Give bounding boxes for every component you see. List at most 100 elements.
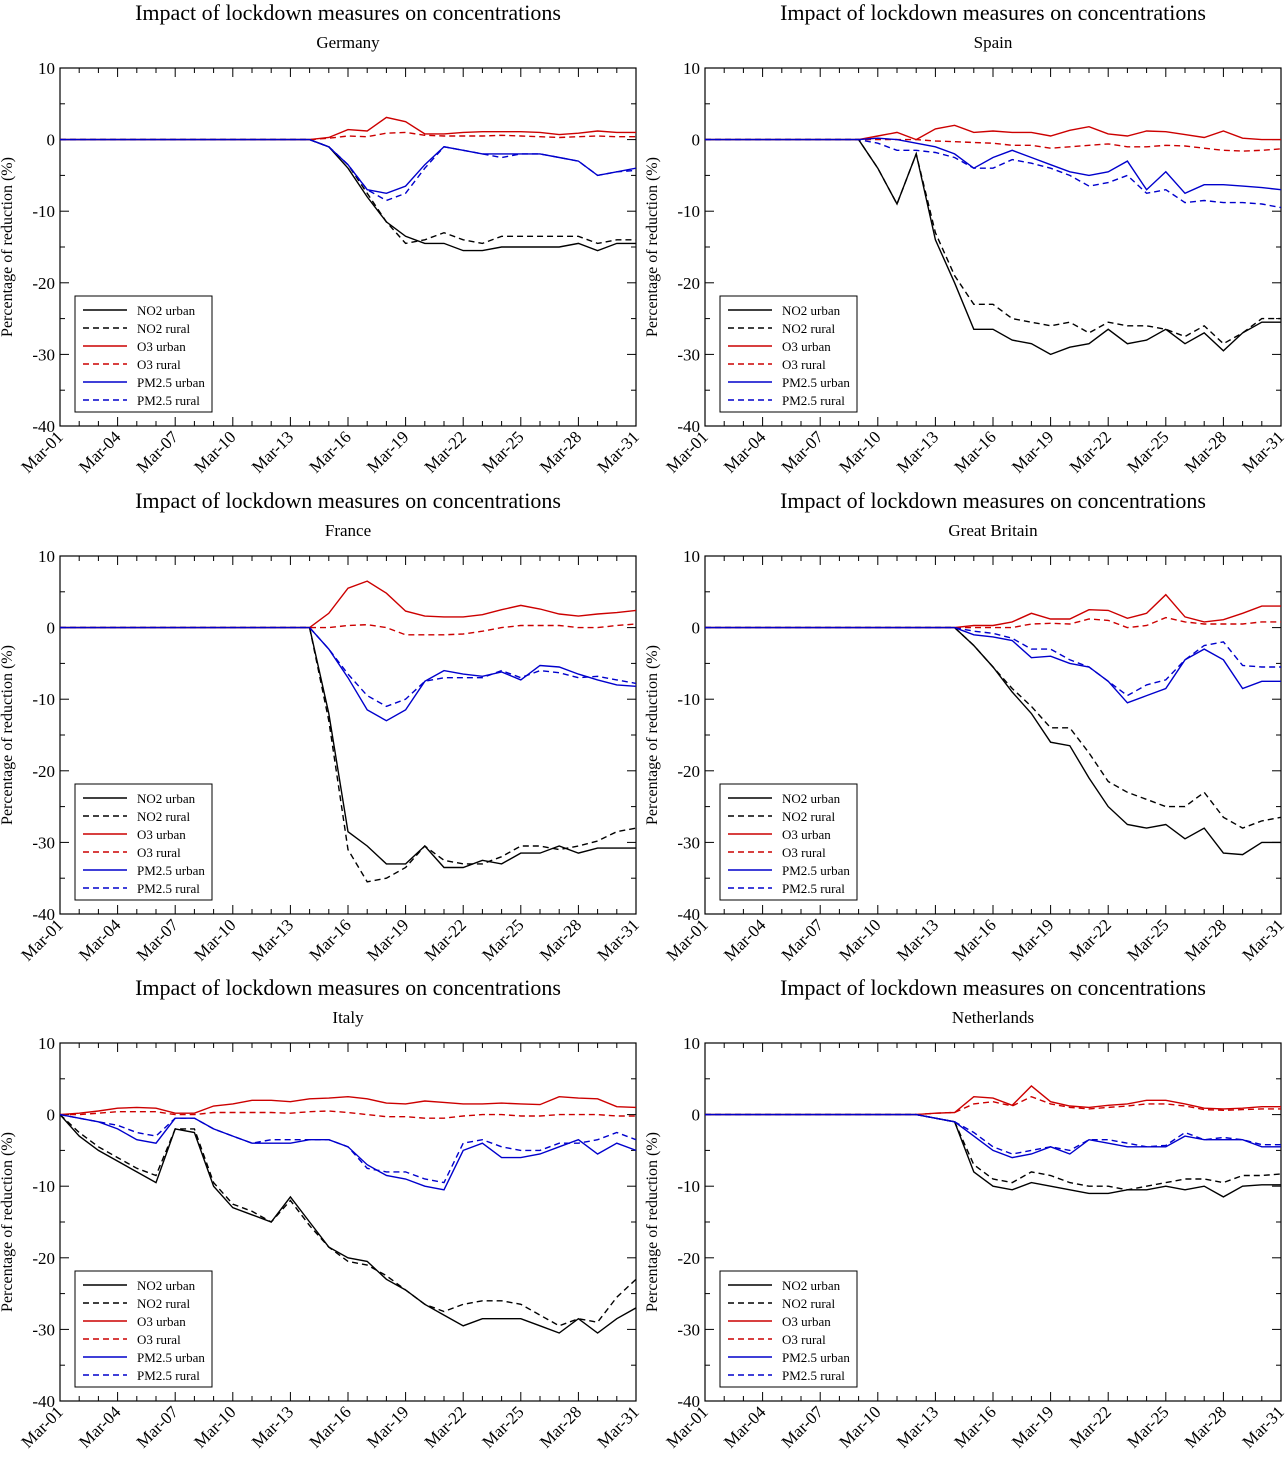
- chart-panel-3: Impact of lockdown measures on concentra…: [644, 488, 1288, 965]
- series-line-o3-rural: [705, 138, 1281, 152]
- legend-label: PM2.5 urban: [137, 863, 205, 878]
- x-tick-label: Mar-31: [1239, 1402, 1288, 1451]
- legend-label: NO2 urban: [137, 791, 196, 806]
- legend-label: NO2 urban: [137, 303, 196, 318]
- legend-label: PM2.5 rural: [782, 1368, 845, 1383]
- series-line-o3-rural: [705, 1095, 1281, 1116]
- x-tick-label: Mar-28: [536, 427, 585, 476]
- y-tick-label: -20: [32, 1249, 55, 1268]
- series-line-no2-urban: [60, 1114, 636, 1334]
- series-line-no2-rural: [705, 138, 1281, 345]
- chart-title: Impact of lockdown measures on concentra…: [135, 488, 561, 513]
- x-tick-label: Mar-25: [478, 427, 527, 476]
- x-tick-label: Mar-07: [778, 1402, 828, 1452]
- y-tick-label: -20: [32, 274, 55, 293]
- legend-label: PM2.5 urban: [137, 1350, 205, 1365]
- legend-box: [74, 1270, 213, 1388]
- legend-label: O3 rural: [782, 1332, 826, 1347]
- legend-label: O3 urban: [137, 339, 186, 354]
- series-line-pm2-5-rural: [705, 626, 1281, 697]
- chart-subtitle: Germany: [316, 33, 380, 52]
- chart-title: Impact of lockdown measures on concentra…: [780, 975, 1206, 1000]
- x-tick-label: Mar-16: [951, 427, 1000, 476]
- y-tick-label: -40: [32, 1392, 55, 1411]
- chart-panel-1: Impact of lockdown measures on concentra…: [644, 0, 1288, 477]
- legend-box: [719, 295, 858, 413]
- y-tick-label: 0: [47, 131, 56, 150]
- series-line-pm2-5-urban: [60, 626, 636, 722]
- chart-title: Impact of lockdown measures on concentra…: [780, 488, 1206, 513]
- legend-box: [719, 1270, 858, 1388]
- y-tick-label: 10: [38, 59, 55, 78]
- series-line-o3-rural: [60, 623, 636, 636]
- y-tick-label: -10: [677, 690, 700, 709]
- x-tick-label: Mar-25: [478, 1402, 527, 1451]
- legend-label: NO2 rural: [137, 1296, 190, 1311]
- legend: NO2 urban NO2 rural O3 urban O3 rural PM2.5 …: [719, 783, 858, 901]
- series-line-pm2-5-rural: [60, 138, 636, 202]
- legend: NO2 urban NO2 rural O3 urban O3 rural PM2.5 …: [74, 1270, 213, 1388]
- y-tick-label: -10: [32, 202, 55, 221]
- y-tick-label: -10: [677, 1177, 700, 1196]
- y-tick-label: -30: [677, 345, 700, 364]
- x-tick-label: Mar-04: [75, 427, 125, 477]
- x-tick-label: Mar-13: [893, 427, 942, 476]
- chart-subtitle: Great Britain: [948, 521, 1038, 540]
- y-tick-label: 10: [38, 1034, 55, 1053]
- x-tick-label: Mar-16: [951, 915, 1000, 964]
- x-tick-label: Mar-04: [720, 427, 770, 477]
- legend-box: [719, 783, 858, 901]
- x-tick-label: Mar-28: [1181, 427, 1230, 476]
- x-tick-label: Mar-10: [835, 1402, 884, 1451]
- y-tick-label: -30: [677, 833, 700, 852]
- x-tick-label: Mar-28: [536, 1402, 585, 1451]
- legend-label: O3 urban: [782, 1314, 831, 1329]
- y-tick-label: 10: [683, 1034, 700, 1053]
- y-tick-label: -20: [677, 1249, 700, 1268]
- legend-label: NO2 urban: [782, 791, 841, 806]
- legend-label: O3 rural: [137, 1332, 181, 1347]
- series-line-o3-urban: [705, 124, 1281, 141]
- series-line-o3-rural: [60, 131, 636, 141]
- x-tick-label: Mar-25: [478, 915, 527, 964]
- x-tick-label: Mar-28: [1181, 915, 1230, 964]
- y-axis-label: Percentage of reduction (%): [0, 645, 16, 825]
- x-tick-label: Mar-10: [190, 915, 239, 964]
- y-tick-label: -40: [32, 417, 55, 436]
- legend-label: PM2.5 rural: [137, 1368, 200, 1383]
- series-line-pm2-5-urban: [705, 1113, 1281, 1159]
- series-line-no2-rural: [705, 1113, 1281, 1191]
- legend-label: O3 rural: [137, 845, 181, 860]
- series-line-pm2-5-rural: [705, 138, 1281, 209]
- y-tick-label: 0: [692, 1106, 701, 1125]
- chart-panel-4: Impact of lockdown measures on concentra…: [0, 975, 643, 1452]
- x-tick-label: Mar-10: [190, 427, 239, 476]
- legend-label: O3 urban: [137, 1314, 186, 1329]
- series-line-no2-rural: [60, 138, 636, 245]
- series-line-no2-rural: [705, 626, 1281, 829]
- chart-subtitle: France: [325, 521, 371, 540]
- x-tick-label: Mar-04: [720, 915, 770, 965]
- x-tick-label: Mar-25: [1123, 915, 1172, 964]
- x-tick-label: Mar-16: [306, 1402, 355, 1451]
- y-tick-label: 0: [692, 619, 701, 638]
- x-tick-label: Mar-10: [190, 1402, 239, 1451]
- series-line-pm2-5-urban: [705, 626, 1281, 704]
- x-tick-label: Mar-22: [1066, 915, 1115, 964]
- series-line-o3-urban: [705, 593, 1281, 629]
- x-tick-label: Mar-19: [1008, 427, 1057, 476]
- legend-box: [74, 783, 213, 901]
- x-tick-label: Mar-31: [594, 427, 643, 476]
- x-tick-label: Mar-22: [421, 915, 470, 964]
- y-tick-label: -20: [677, 274, 700, 293]
- legend-label: O3 urban: [782, 339, 831, 354]
- series-line-pm2-5-rural: [705, 1113, 1281, 1155]
- legend: NO2 urban NO2 rural O3 urban O3 rural PM2.5 …: [719, 295, 858, 413]
- x-tick-label: Mar-13: [893, 1402, 942, 1451]
- legend-label: O3 rural: [137, 357, 181, 372]
- x-tick-label: Mar-16: [951, 1402, 1000, 1451]
- chart-subtitle: Italy: [332, 1008, 364, 1027]
- series-line-no2-urban: [60, 138, 636, 252]
- x-tick-label: Mar-10: [835, 427, 884, 476]
